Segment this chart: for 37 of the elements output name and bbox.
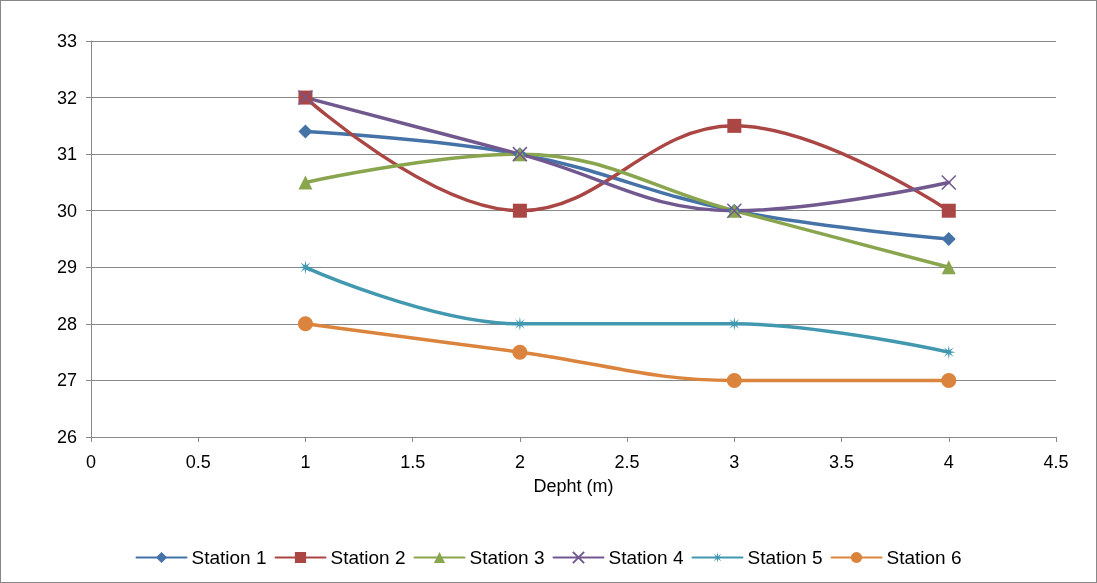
x-tick-label: 2 <box>514 452 525 472</box>
y-tick-label: 28 <box>56 313 77 334</box>
legend-label: Station 2 <box>330 547 406 568</box>
x-tick-label: 0 <box>85 452 97 472</box>
y-tick-label: 31 <box>56 144 77 165</box>
y-tick-label: 30 <box>56 200 77 221</box>
legend-label: Station 4 <box>608 547 684 568</box>
point <box>727 118 742 133</box>
point <box>941 203 956 218</box>
legend-label: Station 3 <box>469 547 545 568</box>
x-tick-label: 4.5 <box>1043 452 1069 472</box>
x-tick-label: 4 <box>943 452 954 472</box>
x-tick-label: 3 <box>729 452 740 472</box>
point <box>726 372 742 388</box>
point <box>298 260 313 275</box>
point <box>941 232 956 246</box>
y-tick-label: 32 <box>56 87 77 108</box>
y-tick-label: 29 <box>56 257 77 278</box>
point <box>298 124 313 139</box>
legend-label: Station 6 <box>886 547 962 568</box>
x-tick-label: 3.5 <box>829 452 855 472</box>
point <box>941 372 957 388</box>
point <box>941 345 956 360</box>
x-tick-label: 1 <box>300 452 311 472</box>
x-axis-title: Depht (m) <box>533 476 614 496</box>
legend-label: Station 5 <box>747 547 823 568</box>
point <box>297 316 313 332</box>
point <box>512 203 527 218</box>
point <box>512 344 528 360</box>
x-tick-label: 1.5 <box>400 452 426 472</box>
x-tick-label: 0.5 <box>185 452 211 472</box>
y-tick-label: 33 <box>56 31 77 51</box>
point <box>941 174 957 191</box>
x-tick-label: 2.5 <box>614 452 640 472</box>
y-tick-label: 26 <box>56 427 77 447</box>
legend-label: Station 1 <box>191 547 267 568</box>
y-tick-label: 27 <box>56 370 77 391</box>
